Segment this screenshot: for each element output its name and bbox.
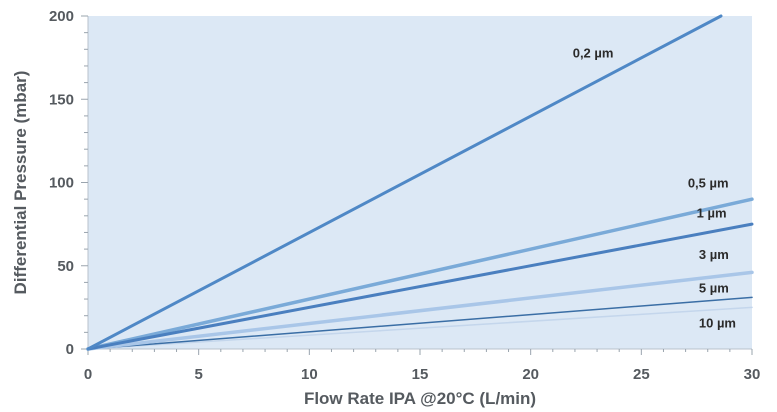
y-tick-label: 150 — [49, 91, 74, 108]
x-tick-label: 30 — [744, 366, 761, 383]
series-label: 0,2 µm — [573, 46, 614, 61]
series-line — [86, 197, 754, 351]
x-axis-ticks: 0 5 10 15 20 25 30 — [84, 348, 761, 383]
y-tick-label: 50 — [57, 258, 74, 275]
series-line — [86, 222, 754, 351]
series-label: 0,5 µm — [688, 175, 729, 190]
series-labels: 0,2 µm 0,5 µm 1 µm 3 µm 5 µm 10 µm — [573, 46, 736, 331]
x-tick-label: 15 — [412, 366, 429, 383]
x-tick-label: 0 — [84, 366, 92, 383]
y-tick-label: 0 — [66, 341, 74, 358]
y-tick-label: 200 — [49, 8, 74, 25]
series-label: 10 µm — [699, 315, 736, 330]
series-label: 5 µm — [699, 280, 729, 295]
y-axis-title: Differential Pressure (mbar) — [11, 71, 30, 295]
series-line — [86, 14, 723, 351]
x-tick-label: 20 — [522, 366, 539, 383]
y-axis-ticks: 0 50 100 150 200 — [49, 8, 89, 358]
y-tick-label: 100 — [49, 175, 74, 192]
series-label: 3 µm — [699, 247, 729, 262]
x-axis-title: Flow Rate IPA @20°C (L/min) — [304, 389, 536, 408]
series-line — [87, 296, 753, 350]
series-line — [87, 306, 753, 350]
x-tick-label: 25 — [633, 366, 650, 383]
x-tick-label: 10 — [301, 366, 318, 383]
series-lines — [86, 14, 754, 351]
series-label: 1 µm — [697, 205, 727, 220]
x-tick-label: 5 — [194, 366, 202, 383]
series-line — [86, 270, 754, 351]
plot-area — [88, 16, 752, 349]
